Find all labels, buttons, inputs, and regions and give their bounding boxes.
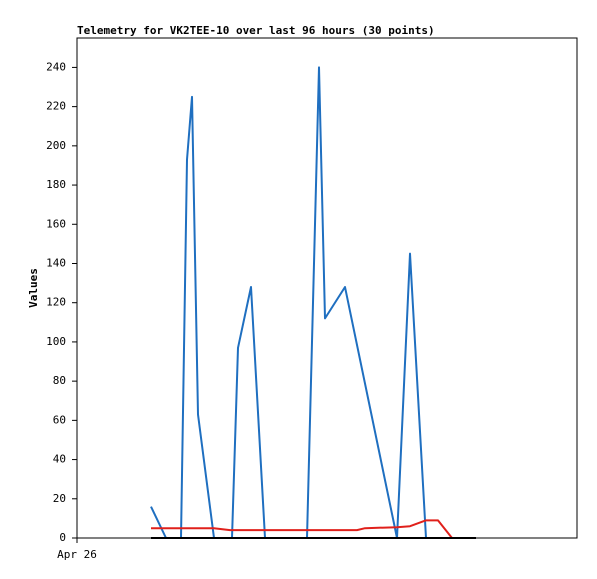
x-tick-label: Apr 26: [57, 548, 97, 561]
y-tick-label: 0: [59, 531, 66, 544]
series-line: [151, 519, 453, 539]
series-line: [150, 66, 427, 539]
y-tick-label: 160: [46, 217, 66, 230]
y-tick-label: 80: [53, 374, 66, 387]
y-tick-label: 220: [46, 100, 66, 113]
y-axis-label: Values: [27, 268, 40, 308]
plot-frame: [76, 37, 578, 539]
y-tick-label: 180: [46, 178, 66, 191]
y-tick-label: 20: [53, 492, 66, 505]
chart-title: Telemetry for VK2TEE-10 over last 96 hou…: [77, 24, 435, 37]
y-tick-label: 60: [53, 413, 66, 426]
y-tick-label: 120: [46, 296, 66, 309]
y-tick-label: 140: [46, 256, 66, 269]
y-tick-label: 240: [46, 60, 66, 73]
y-tick-label: 100: [46, 335, 66, 348]
y-tick-label: 200: [46, 139, 66, 152]
y-tick-label: 40: [53, 453, 66, 466]
